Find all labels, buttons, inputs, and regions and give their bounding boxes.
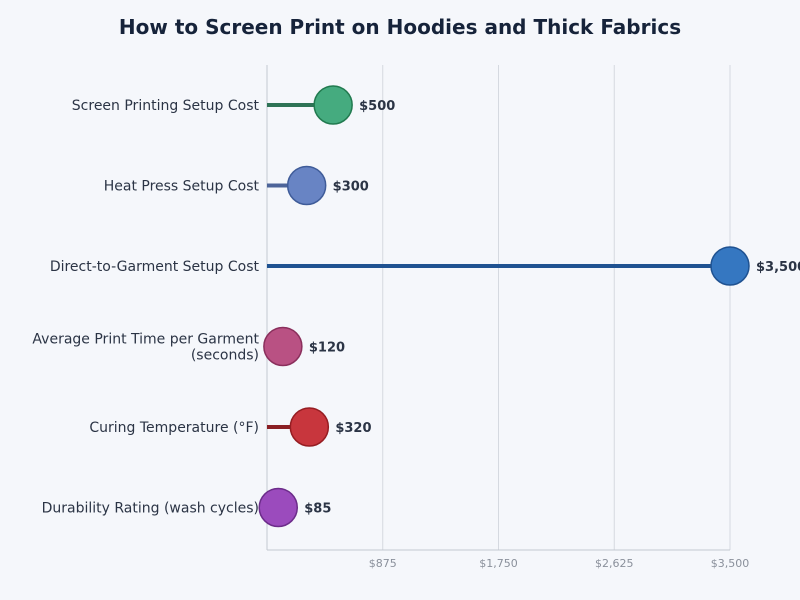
lollipop-head bbox=[313, 85, 353, 125]
data-marks: Screen Printing Setup Cost $500 Heat Press… bbox=[32, 85, 800, 528]
x-tick-label: $1,750 bbox=[479, 557, 518, 570]
value-label: $3,500 bbox=[756, 260, 800, 275]
value-label: $120 bbox=[309, 341, 345, 356]
chart-title: How to Screen Print on Hoodies and Thick… bbox=[119, 15, 681, 39]
x-tick-label: $3,500 bbox=[711, 557, 750, 570]
category-label: Curing Temperature (°F) bbox=[89, 420, 259, 436]
lollipop-head bbox=[286, 165, 327, 206]
grid-lines bbox=[382, 65, 731, 550]
category-label: Screen Printing Setup Cost bbox=[72, 98, 260, 114]
lollipop-head bbox=[289, 407, 330, 447]
lollipop-head bbox=[710, 246, 750, 286]
category-label: Average Print Time per Garment bbox=[32, 332, 259, 348]
category-label: Heat Press Setup Cost bbox=[104, 179, 260, 195]
value-label: $320 bbox=[335, 421, 371, 436]
category-label: (seconds) bbox=[191, 348, 259, 364]
axes bbox=[266, 65, 730, 551]
x-tick-label: $2,625 bbox=[595, 557, 634, 570]
category-label: Durability Rating (wash cycles) bbox=[42, 501, 259, 517]
category-label: Direct-to-Garment Setup Cost bbox=[50, 259, 260, 275]
x-axis-ticks: $875 $1,750 $2,625 $3,500 bbox=[369, 557, 750, 570]
value-label: $300 bbox=[333, 180, 369, 195]
value-label: $85 bbox=[304, 502, 331, 517]
lollipop-head bbox=[263, 326, 303, 367]
x-tick-label: $875 bbox=[369, 557, 397, 570]
value-label: $500 bbox=[359, 99, 395, 114]
lollipop-head bbox=[258, 487, 298, 528]
